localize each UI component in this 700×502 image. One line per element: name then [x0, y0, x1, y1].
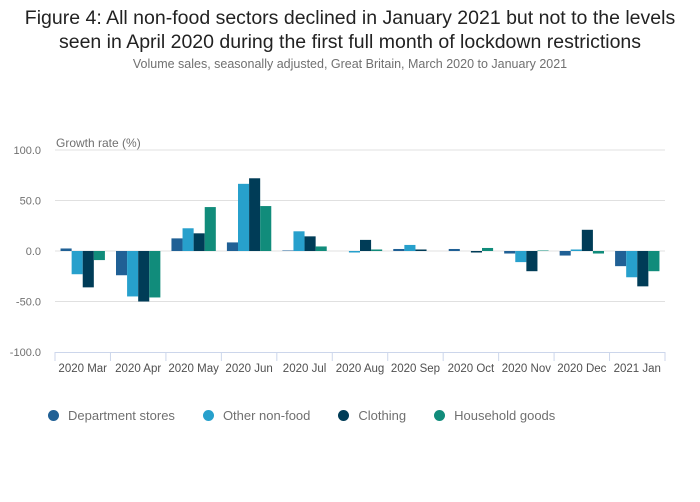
- bar-household-goods-2020-nov[interactable]: [537, 250, 549, 251]
- bar-clothing-2020-oct[interactable]: [470, 251, 482, 253]
- bar-clothing-2021-jan[interactable]: [637, 251, 649, 287]
- bar-clothing-2020-mar[interactable]: [82, 251, 94, 288]
- legend-item-clothing[interactable]: Clothing: [338, 408, 406, 423]
- y-tick-label: 50.0: [20, 196, 41, 208]
- chart-title-line-2: seen in April 2020 during the first full…: [58, 31, 642, 53]
- bar-department-stores-2020-jul[interactable]: [282, 250, 294, 251]
- bar-household-goods-2020-may[interactable]: [204, 207, 216, 251]
- bar-clothing-2020-jul[interactable]: [304, 236, 316, 251]
- chart-title: Figure 4: All non-food sectors declined …: [0, 6, 700, 54]
- legend-label: Clothing: [358, 408, 407, 423]
- bar-other-non-food-2020-dec[interactable]: [570, 249, 582, 251]
- bar-chart: 100.050.00.0-50.0-100.0 Growth rate (%) …: [10, 136, 666, 375]
- bar-clothing-2020-may[interactable]: [193, 233, 205, 251]
- bar-department-stores-2020-sep[interactable]: [393, 248, 405, 251]
- bar-other-non-food-2020-may[interactable]: [182, 228, 194, 251]
- bar-household-goods-2020-aug[interactable]: [371, 249, 383, 251]
- x-tick-label: 2020 Oct: [448, 363, 495, 375]
- bar-clothing-2020-apr[interactable]: [138, 251, 150, 302]
- x-tick-label: 2020 Dec: [557, 363, 606, 375]
- legend-label: Department stores: [68, 408, 175, 423]
- chart-title-line-1: Figure 4: All non-food sectors declined …: [24, 7, 676, 29]
- legend-item-other-non-food[interactable]: Other non-food: [202, 408, 311, 423]
- bar-household-goods-2020-jun[interactable]: [260, 206, 272, 251]
- bar-other-non-food-2021-jan[interactable]: [626, 251, 638, 278]
- legend: Department stores Other non-food Clothing H…: [48, 408, 583, 423]
- bar-department-stores-2021-jan[interactable]: [615, 251, 627, 267]
- bar-department-stores-2020-dec[interactable]: [559, 251, 571, 256]
- y-axis-ticks: 100.0 50.0 0.0 -50.0 -100.0: [10, 145, 41, 359]
- bar-household-goods-2020-mar[interactable]: [93, 251, 105, 261]
- y-tick-label: 100.0: [13, 145, 41, 157]
- x-tick-label: 2020 Jun: [225, 363, 272, 375]
- y-tick-label: -50.0: [16, 297, 41, 309]
- bar-other-non-food-2020-aug[interactable]: [348, 251, 360, 253]
- bar-other-non-food-2020-sep[interactable]: [404, 244, 416, 251]
- bar-household-goods-2020-dec[interactable]: [592, 251, 604, 254]
- bar-clothing-2020-dec[interactable]: [581, 229, 593, 251]
- x-tick-label: 2020 May: [168, 363, 219, 375]
- bar-other-non-food-2020-mar[interactable]: [71, 251, 83, 275]
- x-tick-label: 2020 Apr: [115, 363, 161, 375]
- bar-department-stores-2020-jun[interactable]: [226, 242, 238, 251]
- bar-other-non-food-2020-jul[interactable]: [293, 231, 305, 251]
- bar-other-non-food-2020-jun[interactable]: [238, 183, 250, 251]
- bar-other-non-food-2020-apr[interactable]: [127, 251, 139, 297]
- bar-clothing-2020-sep[interactable]: [415, 249, 427, 251]
- y-axis-label: Growth rate (%): [56, 136, 141, 150]
- legend-label: Household goods: [454, 408, 556, 423]
- bar-household-goods-2020-oct[interactable]: [482, 247, 494, 251]
- legend-marker-icon: [434, 410, 446, 421]
- x-tick-label: 2020 Jul: [283, 363, 326, 375]
- bar-department-stores-2020-nov[interactable]: [504, 251, 516, 254]
- bar-clothing-2020-nov[interactable]: [526, 251, 538, 272]
- legend-marker-icon: [202, 410, 214, 421]
- legend-item-household-goods[interactable]: Household goods: [434, 408, 555, 423]
- x-tick-label: 2020 Mar: [58, 363, 107, 375]
- bar-clothing-2020-jun[interactable]: [249, 178, 261, 251]
- chart-subtitle: Volume sales, seasonally adjusted, Great…: [132, 57, 568, 71]
- bar-department-stores-2020-mar[interactable]: [60, 248, 72, 251]
- bar-clothing-2020-aug[interactable]: [360, 239, 372, 251]
- bar-other-non-food-2020-nov[interactable]: [515, 251, 527, 263]
- bar-household-goods-2021-jan[interactable]: [648, 251, 660, 272]
- x-tick-label: 2020 Sep: [391, 363, 440, 375]
- legend-marker-icon: [338, 410, 350, 421]
- x-tick-label: 2020 Aug: [336, 363, 385, 375]
- bars: [60, 178, 660, 302]
- y-tick-label: 0.0: [26, 246, 41, 258]
- bar-household-goods-2020-jul[interactable]: [315, 246, 327, 251]
- legend-label: Other non-food: [222, 408, 311, 423]
- x-axis: 2020 Mar 2020 Apr 2020 May 2020 Jun 2020 Jul…: [54, 352, 666, 375]
- bar-department-stores-2020-may[interactable]: [171, 238, 183, 251]
- x-tick-label: 2020 Nov: [502, 363, 551, 375]
- x-tick-label: 2021 Jan: [614, 363, 661, 375]
- y-tick-label: -100.0: [10, 347, 41, 359]
- bar-household-goods-2020-apr[interactable]: [149, 251, 161, 298]
- bar-department-stores-2020-apr[interactable]: [116, 251, 128, 276]
- legend-item-department-stores[interactable]: Department stores: [48, 408, 175, 423]
- legend-marker-icon: [48, 410, 59, 421]
- bar-department-stores-2020-oct[interactable]: [448, 248, 460, 251]
